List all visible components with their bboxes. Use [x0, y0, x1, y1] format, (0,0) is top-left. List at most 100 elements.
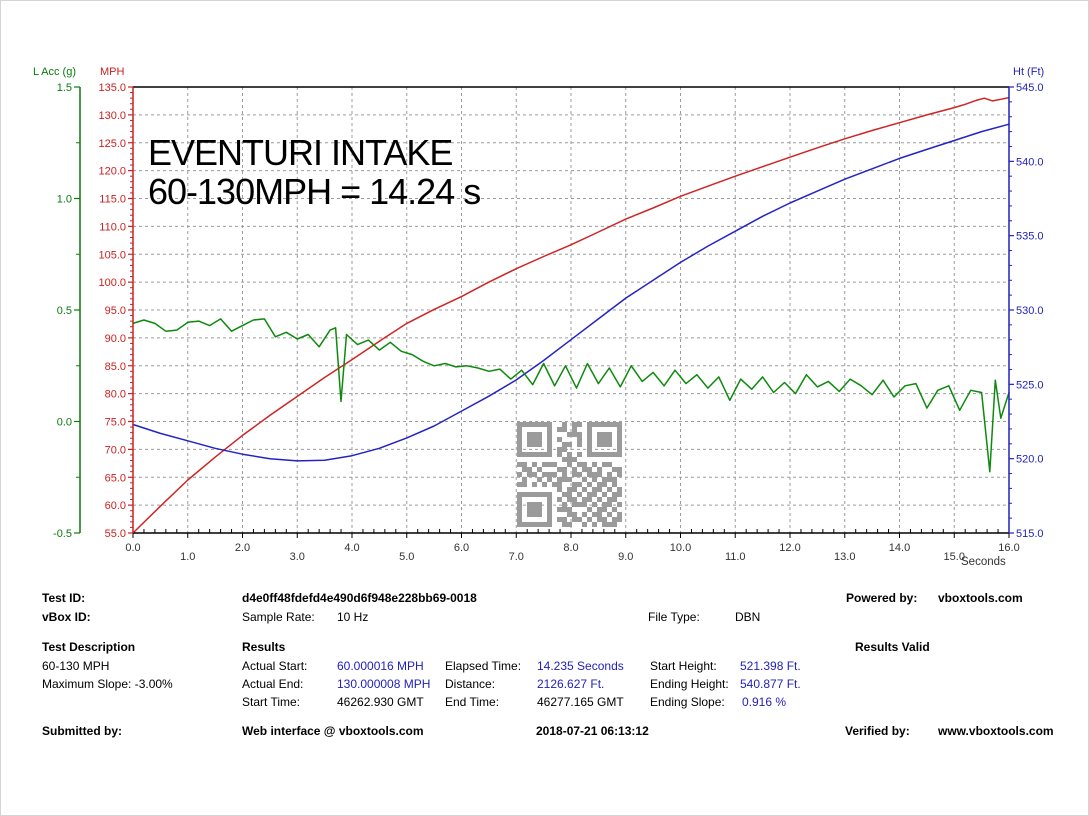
- annotation-line1: EVENTURI INTAKE: [148, 132, 453, 173]
- svg-text:90.0: 90.0: [105, 333, 126, 345]
- verified-by-label: Verified by:: [845, 724, 910, 738]
- file-type-label: File Type:: [648, 610, 700, 624]
- svg-text:130.0: 130.0: [98, 110, 126, 122]
- svg-text:12.0: 12.0: [779, 542, 800, 554]
- svg-text:10.0: 10.0: [670, 542, 691, 554]
- actual-end-value: 130.000008 MPH: [337, 677, 431, 691]
- svg-text:16.0: 16.0: [998, 542, 1019, 554]
- svg-text:125.0: 125.0: [98, 138, 126, 150]
- mph-axis-ticks: 55.0 60.0 65.0 70.0 75.0 80.0 85.0 90.0 95.0 100.…: [98, 82, 133, 540]
- svg-text:540.0: 540.0: [1016, 156, 1044, 168]
- test-id-label: Test ID:: [42, 591, 86, 605]
- svg-text:545.0: 545.0: [1016, 82, 1044, 94]
- svg-text:110.0: 110.0: [99, 221, 126, 233]
- svg-text:95.0: 95.0: [105, 305, 126, 317]
- svg-text:85.0: 85.0: [105, 361, 126, 373]
- svg-text:1.5: 1.5: [57, 82, 72, 94]
- svg-text:13.0: 13.0: [834, 551, 855, 563]
- svg-text:2.0: 2.0: [235, 542, 250, 554]
- height-axis-title: Ht (Ft): [1013, 66, 1045, 78]
- powered-by-label: Powered by:: [846, 591, 918, 605]
- end-time-value: 46277.165 GMT: [537, 695, 624, 709]
- ending-height-label: Ending Height:: [650, 677, 729, 691]
- results-valid-badge: Results Valid: [855, 640, 930, 654]
- x-axis-ticks: 0.0 1.0 2.0 3.0 4.0 5.0 6.0 7.0 8.0 9.0 10.0 11.0 12…: [125, 529, 1020, 563]
- mph-axis-title: MPH: [100, 66, 125, 78]
- report-timestamp: 2018-07-21 06:13:12: [536, 724, 649, 738]
- qr-watermark: [517, 422, 622, 527]
- powered-by-value: vboxtools.com: [938, 591, 1023, 605]
- annotation-line2: 60-130MPH = 14.24 s: [148, 171, 481, 212]
- start-height-label: Start Height:: [650, 659, 717, 673]
- svg-text:135.0: 135.0: [98, 82, 126, 94]
- svg-text:535.0: 535.0: [1016, 231, 1044, 243]
- svg-text:65.0: 65.0: [105, 472, 126, 484]
- actual-end-label: Actual End:: [242, 677, 304, 691]
- elapsed-time-value: 14.235 Seconds: [537, 659, 624, 673]
- svg-text:0.0: 0.0: [57, 417, 72, 429]
- series-acc: [132, 318, 1010, 473]
- svg-text:8.0: 8.0: [563, 542, 578, 554]
- chart-area: 0.0 1.0 2.0 3.0 4.0 5.0 6.0 7.0 8.0 9.0 10.0 11.0 12…: [33, 66, 1045, 568]
- svg-text:525.0: 525.0: [1016, 379, 1044, 391]
- actual-start-label: Actual Start:: [242, 659, 308, 673]
- end-time-label: End Time:: [445, 695, 500, 709]
- test-description-header: Test Description: [42, 640, 136, 654]
- acc-axis-ticks: -0.5 0.0 0.5 1.0 1.5: [53, 82, 80, 540]
- series-ht: [132, 123, 1010, 462]
- distance-label: Distance:: [445, 677, 496, 691]
- svg-text:55.0: 55.0: [105, 528, 126, 540]
- ending-slope-label: Ending Slope:: [650, 695, 725, 709]
- svg-text:105.0: 105.0: [98, 249, 126, 261]
- acc-axis-title: L Acc (g): [33, 66, 76, 78]
- svg-text:100.0: 100.0: [98, 277, 126, 289]
- svg-text:515.0: 515.0: [1016, 528, 1044, 540]
- chart-annotation: EVENTURI INTAKE 60-130MPH = 14.24 s: [148, 132, 481, 212]
- start-time-value: 46262.930 GMT: [337, 695, 424, 709]
- verified-by-value: www.vboxtools.com: [938, 724, 1054, 738]
- ending-height-value: 540.877 Ft.: [740, 677, 801, 691]
- svg-text:80.0: 80.0: [105, 389, 126, 401]
- svg-text:5.0: 5.0: [399, 551, 414, 563]
- svg-text:70.0: 70.0: [105, 444, 126, 456]
- sample-rate-value: 10 Hz: [337, 610, 369, 624]
- ending-slope-value: 0.916 %: [742, 695, 787, 709]
- sample-rate-label: Sample Rate:: [242, 610, 315, 624]
- svg-text:-0.5: -0.5: [53, 528, 72, 540]
- start-height-value: 521.398 Ft.: [740, 659, 801, 673]
- test-id-value: d4e0ff48fdefd4e490d6f948e228bb69-0018: [242, 591, 477, 605]
- distance-value: 2126.627 Ft.: [537, 677, 605, 691]
- svg-text:3.0: 3.0: [290, 551, 305, 563]
- start-time-label: Start Time:: [242, 695, 301, 709]
- results-header: Results: [242, 640, 286, 654]
- submitted-by-label: Submitted by:: [42, 724, 122, 738]
- svg-text:1.0: 1.0: [180, 551, 195, 563]
- svg-text:520.0: 520.0: [1016, 454, 1044, 466]
- series-mph: [132, 96, 1010, 534]
- svg-text:9.0: 9.0: [618, 551, 633, 563]
- svg-text:15.0: 15.0: [944, 551, 965, 563]
- svg-text:530.0: 530.0: [1016, 305, 1044, 317]
- svg-text:7.0: 7.0: [509, 551, 524, 563]
- svg-text:120.0: 120.0: [98, 166, 126, 178]
- height-axis-ticks: 515.0 520.0 525.0 530.0 535.0 540.0 545.0: [1009, 82, 1044, 540]
- svg-text:11.0: 11.0: [725, 551, 746, 563]
- svg-text:115.0: 115.0: [99, 194, 126, 206]
- svg-text:60.0: 60.0: [105, 500, 126, 512]
- svg-text:75.0: 75.0: [105, 417, 126, 429]
- chart-canvas: 0.0 1.0 2.0 3.0 4.0 5.0 6.0 7.0 8.0 9.0 10.0 11.0 12…: [53, 82, 1044, 563]
- submitted-by-value: Web interface @ vboxtools.com: [242, 724, 424, 738]
- svg-text:14.0: 14.0: [889, 542, 910, 554]
- svg-text:0.5: 0.5: [57, 305, 72, 317]
- test-description-line2: Maximum Slope: -3.00%: [42, 677, 173, 691]
- vbox-id-label: vBox ID:: [42, 610, 91, 624]
- actual-start-value: 60.000016 MPH: [337, 659, 424, 673]
- x-axis-title: Seconds: [961, 556, 1006, 568]
- svg-text:0.0: 0.0: [125, 542, 140, 554]
- file-type-value: DBN: [735, 610, 761, 624]
- svg-text:1.0: 1.0: [57, 194, 72, 206]
- svg-text:6.0: 6.0: [454, 542, 469, 554]
- svg-text:4.0: 4.0: [344, 542, 359, 554]
- test-description-line1: 60-130 MPH: [42, 659, 110, 673]
